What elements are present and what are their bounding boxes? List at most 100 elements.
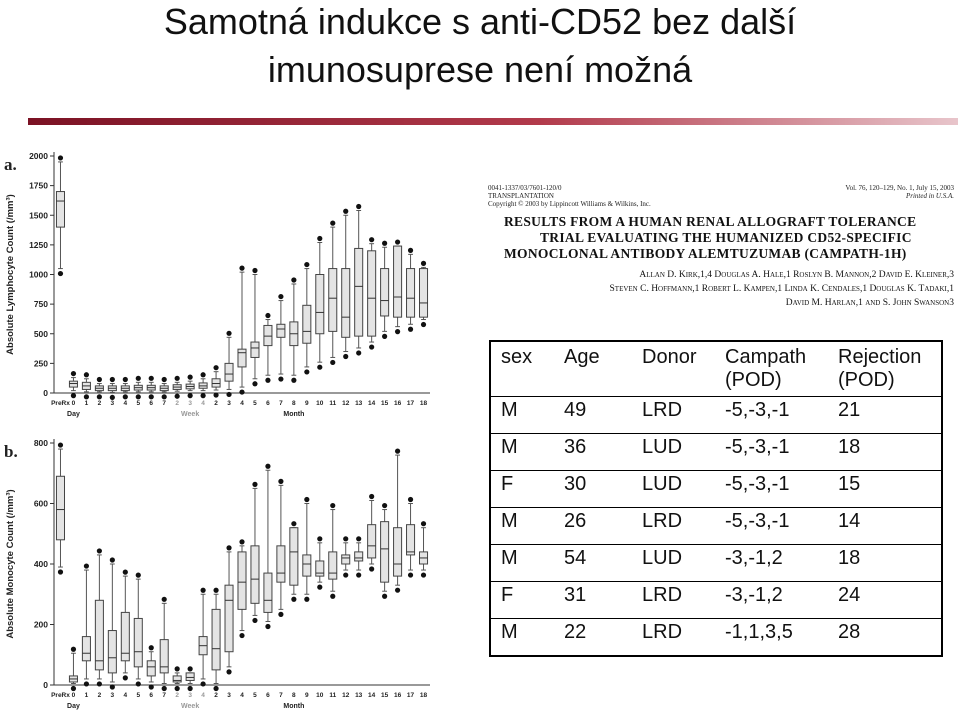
outlier-point <box>122 569 128 575</box>
outlier-point <box>57 442 64 448</box>
paper-title-line: TRIAL EVALUATING THE HUMANIZED CD52-SPEC… <box>540 230 912 245</box>
table-cell: F <box>490 581 554 619</box>
box <box>237 551 247 610</box>
table-cell: LRD <box>632 396 715 434</box>
x-tick-label: 9 <box>305 400 309 407</box>
box <box>367 524 377 559</box>
box <box>276 545 286 583</box>
y-tick-label: 0 <box>43 388 48 398</box>
box <box>302 554 312 577</box>
outlier-point <box>70 646 77 652</box>
x-tick-label: 7 <box>162 400 166 407</box>
outlier-point <box>394 587 401 593</box>
x-tick-label: 4 <box>240 400 244 407</box>
paper-author-line: David M. Harlan,1 and S. John Swanson3 <box>785 298 954 308</box>
table-cell: 24 <box>828 581 942 619</box>
outlier-point <box>330 502 336 509</box>
x-tick-label: 2 <box>214 400 218 407</box>
table-cell: LUD <box>632 470 715 508</box>
x-tick-label: 6 <box>149 692 153 699</box>
paper-authors: Allan D. Kirk,1,4 Douglas A. Hale,1 Rosl… <box>584 268 954 310</box>
box <box>263 324 273 347</box>
outlier-point <box>187 685 193 692</box>
outlier-point <box>226 391 232 398</box>
x-tick-label: 8 <box>292 692 296 699</box>
outlier-point <box>96 394 102 400</box>
table-cell: -5,-3,-1 <box>715 470 828 508</box>
box <box>315 560 325 577</box>
y-axis-label: Absolute Monocyte Count (/mm³) <box>5 489 16 638</box>
box <box>159 639 169 674</box>
outlier-point <box>200 587 206 593</box>
paper-meta-right: Vol. 76, 120–129, No. 1, July 15, 2003 P… <box>845 184 954 200</box>
table-row: M 26 LRD -5,-3,-1 14 <box>490 507 942 545</box>
outlier-point <box>343 572 349 578</box>
outlier-point <box>148 684 154 690</box>
x-tick-label: 5 <box>253 400 257 407</box>
outlier-point <box>161 685 167 692</box>
outlier-point <box>148 394 154 400</box>
box <box>406 524 416 556</box>
outlier-point <box>135 394 141 400</box>
outlier-point <box>265 377 271 383</box>
box <box>146 660 156 677</box>
outlier-point <box>304 496 310 503</box>
outlier-point <box>394 239 401 245</box>
outlier-point <box>420 260 427 266</box>
table-cell: -5,-3,-1 <box>715 433 828 471</box>
box <box>224 584 234 653</box>
paper-meta-volume: Vol. 76, 120–129, No. 1, July 15, 2003 <box>845 184 954 192</box>
outlier-point <box>369 237 375 243</box>
outlier-point <box>356 572 362 578</box>
outlier-point <box>135 572 141 578</box>
outlier-point <box>265 463 271 469</box>
outlier-point <box>394 448 401 454</box>
outlier-point <box>83 563 90 569</box>
outlier-point <box>304 596 310 602</box>
y-tick-label: 600 <box>34 499 48 509</box>
box <box>68 380 78 388</box>
x-tick-label: 3 <box>111 692 115 699</box>
outlier-point <box>382 240 388 246</box>
outlier-point <box>57 270 64 277</box>
outlier-point <box>407 496 414 503</box>
box <box>289 527 299 586</box>
x-tick-label: 7 <box>162 692 166 699</box>
y-tick-label: 1750 <box>29 181 48 191</box>
x-tick-label: 17 <box>407 400 415 407</box>
outlier-point <box>252 617 258 624</box>
table-cell: 15 <box>828 470 942 508</box>
x-tick-label: 13 <box>355 400 363 407</box>
outlier-point <box>407 572 414 578</box>
y-tick-label: 800 <box>34 438 48 448</box>
y-tick-label: 250 <box>34 358 48 368</box>
x-tick-label: 7 <box>279 692 283 699</box>
outlier-point <box>174 393 180 399</box>
x-tick-label: 3 <box>188 692 192 699</box>
box <box>120 611 130 662</box>
outlier-point <box>291 521 297 527</box>
table-cell: M <box>490 507 554 545</box>
box <box>81 636 91 662</box>
table-cell: LUD <box>632 433 715 471</box>
box <box>185 672 195 681</box>
outlier-point <box>187 374 193 380</box>
outlier-point <box>369 493 375 500</box>
x-tick-label: 15 <box>381 400 389 407</box>
outlier-point <box>174 685 180 692</box>
outlier-point <box>161 596 167 602</box>
table-cell: LUD <box>632 544 715 582</box>
outlier-point <box>382 593 388 599</box>
outlier-point <box>394 329 401 335</box>
outlier-point <box>109 394 115 401</box>
outlier-point <box>148 645 154 651</box>
x-tick-label: 11 <box>329 692 336 699</box>
box <box>380 268 390 317</box>
outlier-point <box>161 376 167 383</box>
table-cell: LRD <box>642 621 683 643</box>
table-row: M 22 LRD -1,1,3,5 28 <box>490 619 942 657</box>
x-tick-label: 2 <box>175 692 179 699</box>
outlier-point <box>356 203 362 210</box>
box <box>55 191 66 228</box>
outlier-point <box>330 359 336 366</box>
